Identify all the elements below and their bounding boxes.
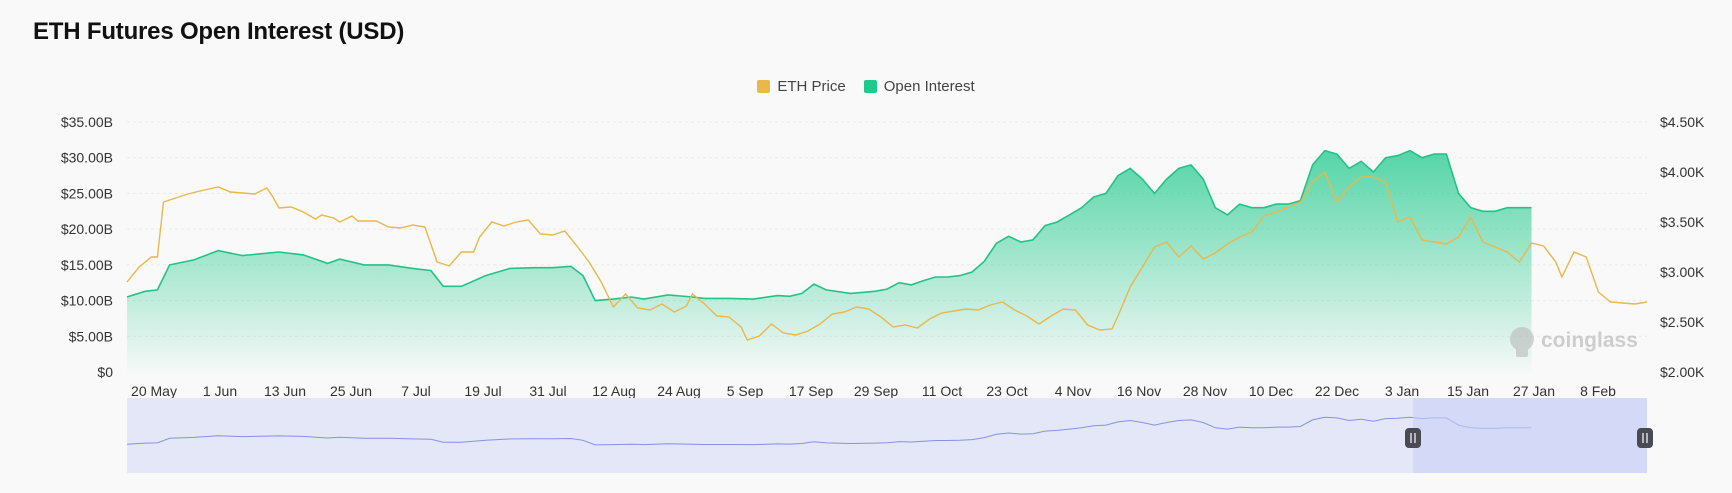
x-tick-label: 15 Jan: [1447, 383, 1489, 399]
y-right-tick-label: $2.50K: [1660, 314, 1705, 330]
navigator-selected-range[interactable]: [1413, 398, 1647, 473]
y-left-tick-label: $20.00B: [61, 221, 113, 237]
open-interest-area: [127, 150, 1532, 372]
y-axis-right: $2.00K $2.50K $3.00K $3.50K $4.00K $4.50K: [1660, 114, 1705, 380]
x-tick-label: 20 May: [131, 383, 177, 399]
y-right-tick-label: $3.00K: [1660, 264, 1705, 280]
x-tick-label: 24 Aug: [657, 383, 701, 399]
eth-price-swatch: [757, 80, 771, 93]
y-left-tick-label: $35.00B: [61, 114, 113, 130]
x-axis: 20 May 1 Jun 13 Jun 25 Jun 7 Jul 19 Jul 31 Jul…: [131, 383, 1616, 399]
y-left-tick-label: $15.00B: [61, 257, 113, 273]
open-interest-swatch: [863, 80, 877, 93]
x-tick-label: 28 Nov: [1183, 383, 1227, 399]
legend-label-eth-price: ETH Price: [777, 78, 846, 95]
x-tick-label: 29 Sep: [854, 383, 899, 399]
x-tick-label: 27 Jan: [1513, 383, 1555, 399]
x-tick-label: 4 Nov: [1055, 383, 1092, 399]
navigator[interactable]: [126, 398, 1653, 473]
x-tick-label: 31 Jul: [529, 383, 566, 399]
y-right-tick-label: $3.50K: [1660, 214, 1705, 230]
y-left-tick-label: $30.00B: [61, 150, 113, 166]
x-tick-label: 23 Oct: [986, 383, 1027, 399]
x-tick-label: 16 Nov: [1117, 383, 1161, 399]
x-tick-label: 13 Jun: [264, 383, 306, 399]
chart-title: ETH Futures Open Interest (USD): [33, 18, 405, 45]
y-left-tick-label: $10.00B: [61, 293, 113, 309]
y-axis-left: $0 $5.00B $10.00B $15.00B $20.00B $25.00B $30.…: [61, 114, 113, 380]
navigator-line: [126, 416, 1532, 446]
eth-price-line[interactable]: [126, 170, 1648, 341]
x-tick-label: 12 Aug: [592, 383, 636, 399]
y-right-tick-label: $4.50K: [1660, 114, 1705, 130]
y-right-tick-label: $4.00K: [1660, 164, 1705, 180]
legend-item-eth-price[interactable]: ETH Price: [757, 78, 846, 95]
x-tick-label: 19 Jul: [464, 383, 501, 399]
x-tick-label: 3 Jan: [1385, 383, 1419, 399]
y-left-tick-label: $5.00B: [69, 328, 113, 344]
x-tick-label: 17 Sep: [789, 383, 834, 399]
watermark-text: coinglass: [1541, 329, 1638, 352]
legend-label-open-interest: Open Interest: [883, 78, 975, 95]
x-tick-label: 5 Sep: [727, 383, 764, 399]
x-tick-label: 11 Oct: [922, 383, 962, 399]
y-right-tick-label: $2.00K: [1660, 364, 1705, 380]
x-tick-label: 25 Jun: [330, 383, 372, 399]
legend: ETH Price Open Interest: [0, 78, 1732, 95]
navigator-right-handle[interactable]: [1637, 428, 1653, 448]
open-interest-line[interactable]: [126, 149, 1532, 302]
x-tick-label: 8 Feb: [1580, 383, 1616, 399]
navigator-left-handle[interactable]: [1405, 428, 1421, 448]
y-left-tick-label: $0: [97, 364, 113, 380]
x-tick-label: 1 Jun: [203, 383, 237, 399]
x-tick-label: 7 Jul: [401, 383, 431, 399]
watermark-logo-icon: [1510, 327, 1534, 351]
coinglass-watermark: coinglass: [1510, 327, 1638, 357]
y-left-tick-label: $25.00B: [61, 185, 113, 201]
x-tick-label: 10 Dec: [1249, 383, 1293, 399]
x-tick-label: 22 Dec: [1315, 383, 1359, 399]
legend-item-open-interest[interactable]: Open Interest: [863, 78, 975, 95]
watermark-logo-body: [1516, 348, 1528, 357]
navigator-background: [127, 398, 1647, 473]
